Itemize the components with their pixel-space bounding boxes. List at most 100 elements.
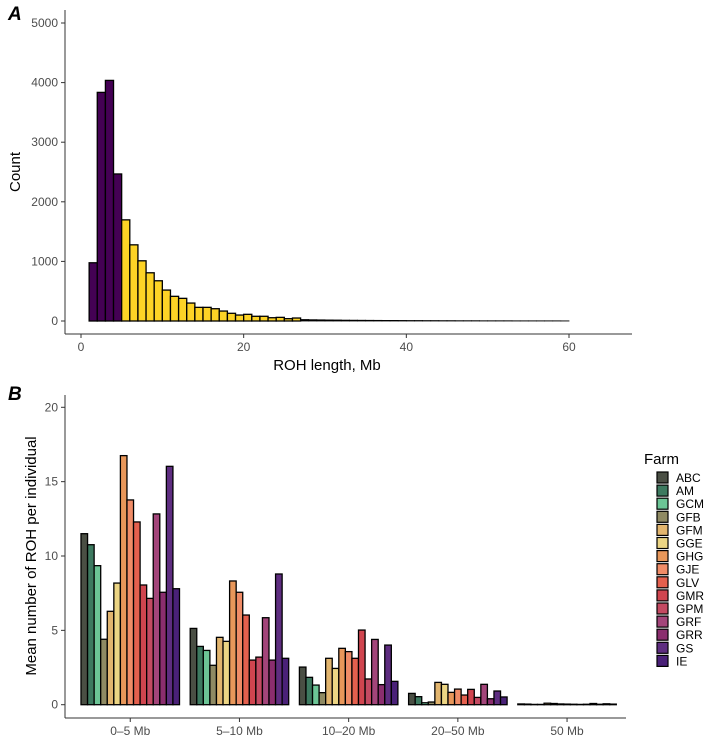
legend-swatch-glv <box>656 576 669 589</box>
histogram-bar <box>308 319 318 322</box>
legend-swatch-gje <box>656 563 669 576</box>
bar-am <box>523 703 532 706</box>
bar-abc <box>298 666 307 706</box>
bar-ghg <box>338 647 347 706</box>
bar-ie <box>390 680 399 706</box>
bar-am <box>196 645 204 706</box>
histogram-bar <box>145 272 155 322</box>
bar-gfb <box>209 664 218 706</box>
legend: FarmABCAMGCMGFBGFMGGEGHGGJEGLVGMRGPMGRFG… <box>644 451 704 668</box>
panel-label-a: A <box>7 4 22 25</box>
bar-gs <box>602 703 611 706</box>
histogram-bar <box>373 319 383 322</box>
bar-abc <box>80 533 89 706</box>
bar-abc <box>189 627 198 706</box>
legend-title: Farm <box>644 451 679 468</box>
legend-label: GHG <box>676 550 703 564</box>
bar-gfm <box>215 636 224 706</box>
bar-gfm <box>434 681 443 706</box>
bar-grr <box>268 659 277 706</box>
bar-ghg <box>447 691 456 706</box>
histogram-bar <box>283 318 294 322</box>
bar-gge <box>331 667 340 706</box>
bar-abc <box>407 692 416 706</box>
bar-gge <box>440 683 449 706</box>
legend-label: GMR <box>676 589 704 603</box>
panel-a-histogram: A 0 1000 2000 3000 4000 5000 0 20 40 60 ROH length,… <box>7 4 632 374</box>
bar-gmr <box>467 688 475 706</box>
y-tick-label: 20 <box>45 400 59 414</box>
y-axis-label: Count <box>7 151 24 192</box>
bar-gpm <box>473 696 482 706</box>
bar-grf <box>480 683 489 706</box>
bar-gge <box>549 702 558 706</box>
histogram-bar <box>389 320 399 322</box>
legend-swatch-gs <box>656 641 669 654</box>
bar-grf <box>370 638 379 706</box>
histogram-bar <box>161 289 172 322</box>
histogram-bar <box>153 280 163 322</box>
bar-gs <box>493 690 502 706</box>
bar-am <box>414 696 423 706</box>
bar-ghg <box>556 703 565 706</box>
bar-gpm <box>364 678 373 706</box>
y-tick-label: 5 <box>51 623 58 637</box>
x-tick-label: 40 <box>400 340 414 354</box>
bar-gje <box>126 499 135 706</box>
histogram-bar <box>381 320 391 322</box>
bar-gs <box>274 573 283 706</box>
bar-gmr <box>139 584 148 706</box>
bar-glv <box>132 521 141 706</box>
bar-gge <box>113 582 122 706</box>
histogram-bar <box>129 244 139 322</box>
y-tick-label: 4000 <box>31 76 58 90</box>
histogram-bar <box>332 319 342 322</box>
y-tick-label: 10 <box>45 549 59 563</box>
legend-label: GS <box>676 641 693 655</box>
bar-gcm <box>202 649 211 706</box>
bar-ghg <box>119 454 128 706</box>
legend-label: GPM <box>676 602 703 616</box>
x-tick-label: 0 <box>78 340 85 354</box>
histogram-bar <box>291 317 302 322</box>
legend-swatch-gcm <box>656 497 669 510</box>
bar-gfm <box>543 702 552 706</box>
bar-grr <box>486 698 495 706</box>
bar-ie <box>172 588 181 706</box>
histogram-bar <box>218 310 229 322</box>
bar-am <box>305 676 314 706</box>
legend-label: GLV <box>676 576 699 590</box>
histogram-bar <box>194 306 204 322</box>
legend-swatch-gfm <box>656 523 669 537</box>
bar-gje <box>453 688 462 706</box>
legend-swatch-grr <box>656 628 669 641</box>
histogram-bar <box>251 315 261 322</box>
x-tick-label: 20 <box>237 340 251 354</box>
legend-swatch-gpm <box>656 602 669 615</box>
histogram-bar <box>275 316 285 322</box>
x-tick-label: 20–50 Mb <box>431 724 485 737</box>
bar-gmr <box>248 659 257 706</box>
histogram-bar <box>243 313 253 322</box>
bar-grf <box>589 702 598 706</box>
histogram-bar <box>121 219 131 322</box>
y-tick-label: 0 <box>51 314 58 328</box>
x-tick-label: 60 <box>562 340 576 354</box>
histogram-bar <box>169 295 180 322</box>
y-tick-label: 2000 <box>31 195 58 209</box>
x-tick-label: 10–20 Mb <box>322 724 376 737</box>
bar-am <box>86 544 95 706</box>
histogram-bar <box>210 308 220 322</box>
bar-gfb <box>100 638 108 706</box>
legend-swatch-gfb <box>656 510 669 523</box>
bar-gje <box>344 650 353 706</box>
histogram-bar <box>300 319 310 322</box>
histogram-bar <box>202 306 212 322</box>
histogram-bar <box>226 312 237 322</box>
bar-gpm <box>146 597 154 706</box>
x-tick-label: 50 Mb <box>550 724 584 737</box>
y-tick-label: 1000 <box>31 254 58 268</box>
legend-swatch-ghg <box>656 549 669 563</box>
bar-ie <box>281 657 290 706</box>
